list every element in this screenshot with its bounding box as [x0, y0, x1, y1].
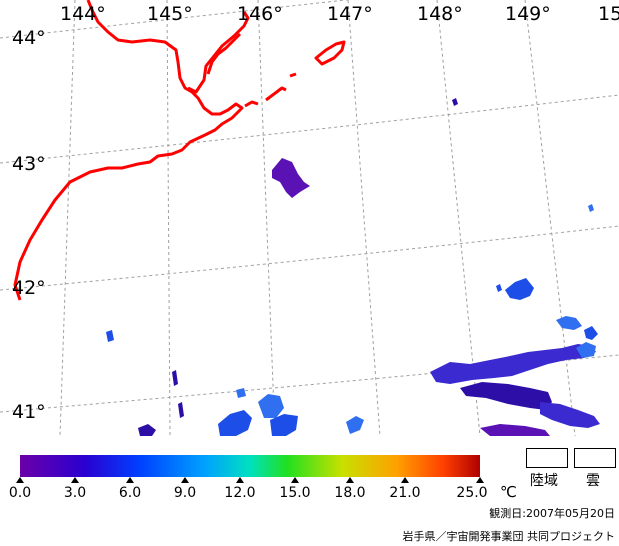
cloud-label: 雲	[586, 473, 600, 489]
sst-patch	[346, 416, 364, 434]
lon-label: 148°	[417, 3, 463, 25]
shiretoko-peninsula	[187, 11, 250, 94]
coastline	[13, 0, 346, 301]
lat-label: 42°	[12, 277, 46, 299]
lon-label: 144°	[60, 3, 106, 25]
colorbar-tick-label: 9.0	[174, 485, 196, 501]
sst-colorbar: 0.0 3.0 6.0 9.0 12.0 15.0 18.0 21.0 25.0…	[9, 455, 517, 501]
colorbar-tick-label: 3.0	[64, 485, 86, 501]
sst-patch	[430, 344, 596, 384]
meridian-146	[257, 0, 276, 437]
lon-label: 146°	[237, 3, 283, 25]
shikotan-island	[314, 40, 346, 66]
sst-patch	[480, 424, 550, 436]
meridian-145	[166, 0, 171, 437]
parallel-44	[0, 0, 351, 39]
meridian-144	[59, 0, 76, 437]
cloud-swatch	[574, 448, 616, 468]
lat-label: 43°	[12, 153, 46, 175]
land-swatch	[526, 448, 568, 468]
meridian-149	[524, 0, 576, 437]
lon-label: 149°	[505, 3, 551, 25]
meridian-148	[436, 0, 481, 437]
lat-label: 44°	[12, 27, 46, 49]
lat-label: 41°	[12, 401, 46, 423]
latitude-labels: 44° 43° 42° 41°	[12, 27, 46, 423]
sst-patch	[236, 388, 246, 398]
colorbar-gradient	[20, 455, 480, 477]
sst-patch	[178, 402, 184, 418]
sst-patch	[138, 424, 156, 436]
sst-patch	[452, 98, 458, 106]
credit-text: 岩手県／宇宙開発事業団 共同プロジェクト	[402, 530, 616, 543]
colorbar-tick-label: 25.0	[456, 485, 487, 501]
sst-patch	[556, 316, 582, 330]
sst-patch	[460, 382, 552, 410]
sst-patch	[270, 414, 298, 436]
parallel-43	[0, 94, 619, 164]
colorbar-tick-label: 6.0	[119, 485, 141, 501]
sst-patch	[584, 326, 598, 340]
colorbar-tick-marks	[16, 477, 484, 483]
sst-patch	[588, 204, 594, 212]
longitude-labels: 144° 145° 146° 147° 148° 149° 15	[60, 3, 619, 25]
sst-patch	[106, 330, 114, 342]
sst-patch	[576, 342, 596, 358]
observation-date: 観測日:2007年05月20日	[489, 507, 615, 520]
sst-patch	[172, 370, 178, 386]
colorbar-tick-label: 15.0	[279, 485, 310, 501]
hokkaido-coast	[13, 0, 244, 301]
kunashiri-island	[206, 32, 242, 75]
sst-patch	[218, 410, 252, 436]
lon-label: 145°	[147, 3, 193, 25]
sst-patch	[272, 158, 310, 198]
meridian-147	[347, 0, 381, 437]
colorbar-unit: ℃	[500, 483, 517, 501]
colorbar-tick-label: 18.0	[334, 485, 365, 501]
sst-patch	[258, 394, 284, 418]
lon-label: 147°	[327, 3, 373, 25]
colorbar-tick-label: 12.0	[224, 485, 255, 501]
land-label: 陸域	[530, 473, 558, 489]
lon-label: 15	[598, 3, 619, 25]
habomai-islet-1	[244, 100, 259, 108]
habomai-islet-2	[265, 86, 287, 102]
habomai-islet-3	[289, 72, 297, 78]
sst-patch	[505, 278, 534, 300]
colorbar-tick-label: 0.0	[9, 485, 31, 501]
sst-patch	[496, 284, 502, 292]
sst-patches	[106, 98, 600, 436]
colorbar-tick-label: 21.0	[389, 485, 420, 501]
sst-patch	[540, 402, 600, 428]
